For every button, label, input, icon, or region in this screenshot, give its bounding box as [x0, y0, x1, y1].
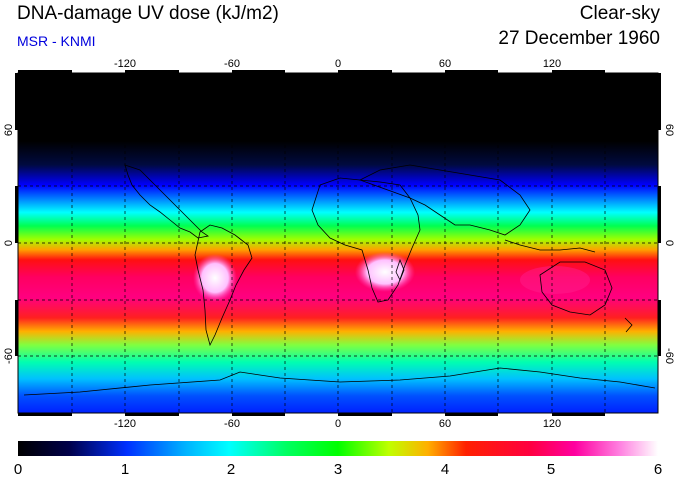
lat-tick-label: -60: [3, 348, 15, 364]
date-label: 27 December 1960: [498, 28, 660, 49]
hotspot-south-america: [193, 254, 237, 302]
colorbar-label: 2: [227, 461, 235, 478]
lat-ticks-left: 60 0 -60: [3, 124, 15, 364]
lat-tick-label: 0: [3, 240, 15, 246]
colorbar-labels: 0 1 2 3 4 5 6: [14, 461, 662, 478]
lon-tick-label: -120: [114, 418, 136, 430]
lat-tick-label: 60: [663, 124, 675, 136]
lon-tick-label: 120: [543, 418, 561, 430]
coast-madagascar: [395, 258, 405, 281]
colorbar-label: 4: [441, 461, 449, 478]
lon-tick-label: -60: [224, 418, 240, 430]
lon-tick-label: -60: [224, 58, 240, 70]
coast-australia: [539, 261, 613, 316]
graticule: [18, 73, 658, 413]
lon-tick-label: 60: [439, 58, 451, 70]
coast-antarctica: [23, 367, 656, 396]
lon-tick-label: 120: [543, 58, 561, 70]
lon-tick-label: 0: [335, 418, 341, 430]
coast-asia: [358, 164, 531, 236]
coast-africa: [311, 177, 421, 303]
chart-title: DNA-damage UV dose (kJ/m2): [17, 3, 279, 24]
lat-tick-label: 60: [3, 124, 15, 136]
colorbar-label: 1: [121, 461, 129, 478]
lon-ticks-top: -120 -60 0 60 120: [114, 58, 561, 70]
hotspot-australia: [520, 266, 590, 294]
lon-tick-label: 60: [439, 418, 451, 430]
coast-new-zealand: [624, 317, 633, 333]
frame-ticks: [15, 70, 661, 416]
colorbar-label: 0: [14, 461, 22, 478]
lat-tick-label: -60: [663, 348, 675, 364]
colorbar: [18, 441, 658, 456]
lon-tick-label: -120: [114, 58, 136, 70]
colorbar-label: 3: [334, 461, 342, 478]
coast-indonesia: [504, 239, 596, 253]
lat-tick-label: 0: [663, 240, 675, 246]
lon-ticks-bottom: -120 -60 0 60 120: [114, 418, 561, 430]
source-label: MSR - KNMI: [17, 33, 96, 49]
sky-condition-label: Clear-sky: [579, 3, 660, 24]
colorbar-label: 5: [547, 461, 555, 478]
coast-north-america: [124, 164, 210, 239]
coastlines: [23, 164, 656, 396]
lat-ticks-right: 60 0 -60: [663, 124, 675, 364]
lon-tick-label: 0: [335, 58, 341, 70]
coast-south-america: [194, 224, 253, 347]
hotspot-southern-africa: [355, 252, 415, 292]
colorbar-label: 6: [654, 461, 662, 478]
